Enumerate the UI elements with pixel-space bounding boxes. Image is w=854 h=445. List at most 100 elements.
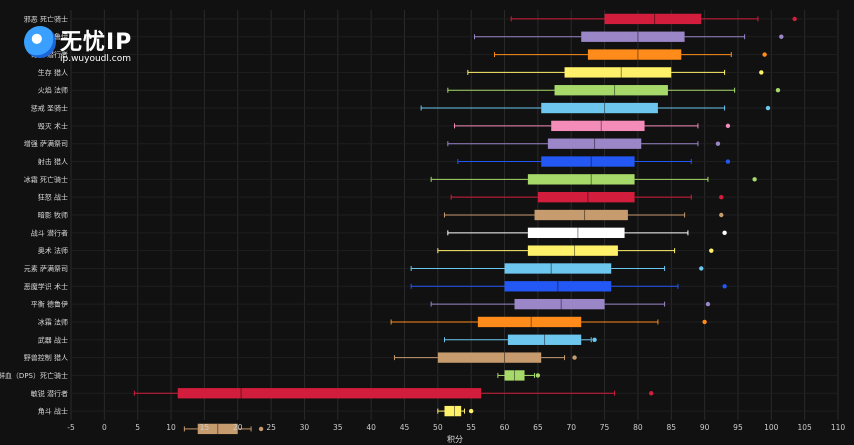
box-8 bbox=[457, 156, 731, 167]
box-iqr-19 bbox=[437, 352, 542, 363]
x-tick-label-9: 40 bbox=[366, 423, 376, 432]
y-category-label-16: 平衡 德鲁伊 bbox=[31, 300, 68, 309]
outlier-14-0 bbox=[699, 266, 704, 271]
x-tick-label-18: 85 bbox=[666, 423, 676, 432]
outlier-2-0 bbox=[762, 52, 767, 57]
box-11 bbox=[443, 209, 724, 221]
box-iqr-18 bbox=[507, 334, 582, 345]
y-category-label-3: 生存 猎人 bbox=[38, 68, 68, 77]
box-iqr-13 bbox=[527, 245, 618, 256]
box-iqr-2 bbox=[587, 49, 682, 60]
outlier-19-0 bbox=[572, 355, 577, 360]
x-tick-label-11: 50 bbox=[433, 423, 443, 432]
box-iqr-6 bbox=[551, 120, 645, 132]
outlier-8-0 bbox=[725, 159, 731, 164]
x-tick-label-5: 20 bbox=[233, 423, 243, 432]
outlier-18-0 bbox=[592, 337, 597, 342]
x-tick-label-20: 95 bbox=[733, 423, 743, 432]
box-0 bbox=[510, 13, 797, 25]
outlier-0-0 bbox=[792, 16, 797, 22]
x-tick-label-17: 80 bbox=[633, 423, 643, 432]
watermark-name: 无忧IP bbox=[60, 30, 133, 55]
x-tick-label-23: 110 bbox=[831, 423, 846, 432]
outlier-5-0 bbox=[765, 105, 771, 111]
boxes bbox=[133, 13, 797, 435]
box-2 bbox=[494, 49, 767, 60]
watermark-logo: 无忧IP ip.wuyoudl.com bbox=[24, 26, 174, 70]
y-category-label-19: 野兽控制 猎人 bbox=[24, 353, 68, 362]
y-category-label-12: 战斗 潜行者 bbox=[31, 228, 68, 237]
box-12 bbox=[447, 227, 727, 238]
box-iqr-8 bbox=[541, 156, 635, 167]
box-17 bbox=[390, 316, 707, 328]
y-category-label-13: 奥术 法师 bbox=[38, 246, 68, 255]
outlier-13-0 bbox=[709, 248, 714, 253]
y-category-label-7: 增强 萨满祭司 bbox=[24, 139, 68, 148]
outlier-7-0 bbox=[715, 141, 721, 146]
box-14 bbox=[410, 263, 704, 274]
x-tick-label-12: 55 bbox=[466, 423, 476, 432]
x-tick-label-22: 105 bbox=[797, 423, 812, 432]
outlier-4-0 bbox=[775, 88, 781, 93]
box-22 bbox=[437, 405, 474, 417]
box-18 bbox=[443, 334, 597, 345]
globe-icon bbox=[24, 26, 56, 58]
x-tick-label-4: 15 bbox=[200, 423, 210, 432]
x-tick-label-16: 75 bbox=[600, 423, 610, 432]
x-tick-label-15: 70 bbox=[566, 423, 576, 432]
x-tick-label-10: 45 bbox=[400, 423, 410, 432]
y-category-label-4: 火焰 法师 bbox=[38, 86, 68, 95]
y-category-label-20: 鲜血（DPS）死亡骑士 bbox=[0, 371, 68, 380]
y-category-label-5: 惩戒 圣骑士 bbox=[31, 104, 68, 113]
x-tick-label-14: 65 bbox=[533, 423, 543, 432]
x-tick-label-13: 60 bbox=[500, 423, 510, 432]
x-tick-label-3: 10 bbox=[166, 423, 176, 432]
box-iqr-12 bbox=[527, 227, 625, 238]
y-category-label-9: 冰霜 死亡骑士 bbox=[24, 175, 68, 184]
y-category-label-14: 元素 萨满祭司 bbox=[24, 264, 68, 273]
x-tick-label-6: 25 bbox=[266, 423, 276, 432]
x-tick-label-0: -5 bbox=[67, 423, 75, 432]
y-category-label-11: 暗影 牧师 bbox=[38, 211, 68, 220]
y-category-label-17: 冰霜 法师 bbox=[38, 317, 68, 326]
box-iqr-4 bbox=[554, 85, 668, 96]
box-iqr-0 bbox=[604, 13, 702, 25]
box-iqr-1 bbox=[581, 31, 685, 42]
outlier-12-0 bbox=[722, 230, 727, 236]
outlier-20-0 bbox=[535, 373, 541, 378]
y-category-label-0: 邪恶 死亡骑士 bbox=[24, 14, 68, 23]
outlier-16-0 bbox=[705, 301, 711, 307]
box-23 bbox=[183, 423, 264, 435]
box-iqr-10 bbox=[537, 192, 635, 203]
y-category-label-21: 敏锐 潜行者 bbox=[31, 389, 68, 398]
grid bbox=[70, 10, 839, 420]
box-16 bbox=[430, 298, 711, 310]
x-axis: -5 0 5 10 15 20 25 30 35 40 45 50 55 60 65 70 75 80 85 90 95… bbox=[67, 423, 845, 432]
y-category-label-18: 武器 战士 bbox=[38, 335, 68, 344]
x-tick-label-19: 90 bbox=[700, 423, 710, 432]
box-7 bbox=[447, 138, 721, 149]
box-6 bbox=[454, 120, 731, 132]
box-20 bbox=[497, 370, 541, 381]
box-iqr-14 bbox=[504, 263, 612, 274]
box-iqr-16 bbox=[514, 298, 605, 310]
x-tick-label-1: 0 bbox=[102, 423, 107, 432]
x-axis-title: 积分 bbox=[447, 434, 463, 444]
outlier-11-0 bbox=[719, 212, 724, 218]
outlier-21-0 bbox=[649, 391, 654, 396]
box-5 bbox=[420, 102, 771, 114]
outlier-10-0 bbox=[719, 194, 724, 200]
x-tick-label-21: 100 bbox=[764, 423, 779, 432]
box-iqr-15 bbox=[504, 281, 612, 292]
box-iqr-20 bbox=[504, 370, 525, 381]
box-19 bbox=[393, 352, 577, 363]
box-21 bbox=[133, 388, 654, 399]
outlier-17-0 bbox=[702, 319, 707, 325]
box-iqr-11 bbox=[534, 209, 628, 221]
outlier-1-0 bbox=[779, 34, 784, 39]
x-tick-label-2: 5 bbox=[135, 423, 140, 432]
box-13 bbox=[437, 245, 714, 256]
box-1 bbox=[474, 31, 784, 42]
